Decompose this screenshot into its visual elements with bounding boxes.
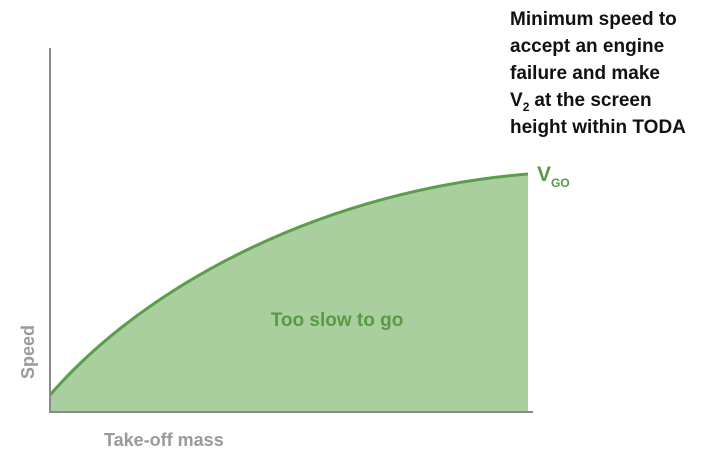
annotation-line: Minimum speed to — [510, 9, 677, 30]
curve-label: VGO — [537, 163, 570, 190]
annotation-line: accept an engine — [510, 36, 664, 57]
x-axis-label: Take-off mass — [104, 430, 224, 450]
vgo-curve — [48, 172, 529, 396]
subscript: 2 — [523, 100, 530, 114]
region-label: Too slow to go — [271, 310, 404, 331]
annotation-text: at the screen — [534, 90, 651, 111]
region-fill — [50, 174, 528, 412]
annotation-line: height within TODA — [510, 117, 686, 138]
y-axis-label: Speed — [18, 325, 38, 379]
v-symbol: V — [537, 163, 551, 186]
annotation-line: V2 at the screen — [510, 90, 652, 114]
annotation-line: failure and make — [510, 63, 660, 84]
subscript: GO — [551, 176, 570, 190]
v-symbol: V — [510, 90, 523, 111]
